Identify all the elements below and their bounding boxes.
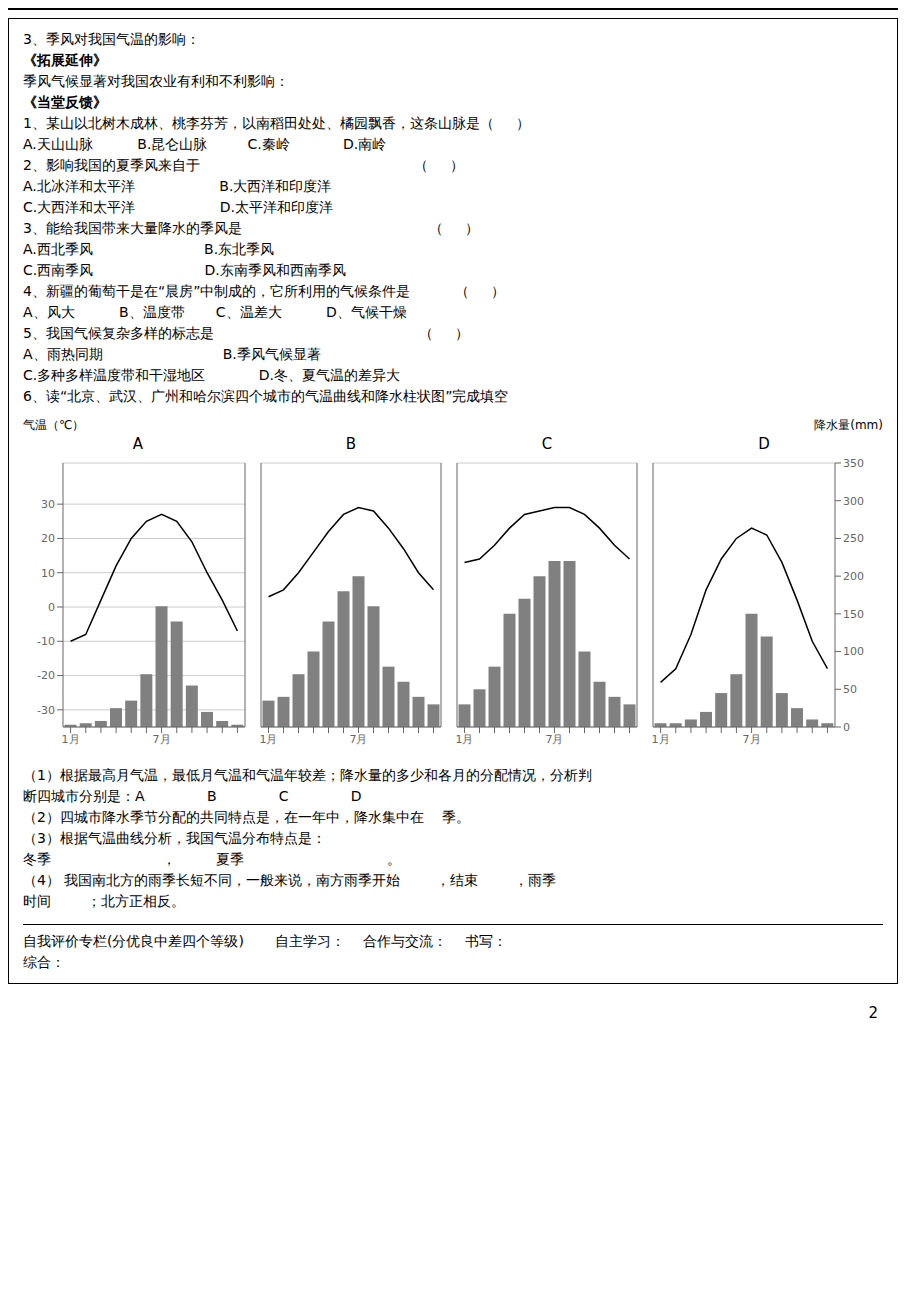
html-text:断四城市分别是：A B C D: 断四城市分别是：A B C D bbox=[23, 788, 411, 804]
svg-text:1月: 1月 bbox=[456, 733, 474, 746]
html-text:3、季风对我国气温的影响：: 3、季风对我国气温的影响： bbox=[23, 31, 200, 47]
svg-text:350: 350 bbox=[843, 457, 864, 470]
svg-text:1月: 1月 bbox=[260, 733, 278, 746]
html-text:（2）四城市降水季节分配的共同特点是，在一年中，降水集中在: （2）四城市降水季节分配的共同特点是，在一年中，降水集中在 季。 bbox=[23, 809, 470, 825]
svg-text:0: 0 bbox=[843, 721, 850, 734]
svg-text:1月: 1月 bbox=[62, 733, 80, 746]
html-text:季风气候显著对我国农业有利和不利影响：: 季风气候显著对我国农业有利和不利影响： bbox=[23, 73, 289, 89]
svg-text:50: 50 bbox=[843, 683, 857, 696]
html-text:时间 ；北方正相反。: 时间 ；北方正相反。 bbox=[23, 893, 185, 909]
html-text:6、读“北京、武汉、广州和哈尔滨四个城市的气温曲线和降水柱状: 6、读“北京、武汉、广州和哈尔滨四个城市的气温曲线和降水柱状图”完成填空 bbox=[23, 388, 509, 404]
svg-text:100: 100 bbox=[843, 645, 864, 658]
html-text:（4） 我国南北方的雨季长短不同，一般来说，南方雨季开始 ，: （4） 我国南北方的雨季长短不同，一般来说，南方雨季开始 ，结束 ，雨季 bbox=[23, 872, 556, 888]
html-text:2、影响我国的夏季风来自于 （ ）: 2、影响我国的夏季风来自于 （ ） bbox=[23, 157, 464, 173]
html-text:C.西南季风 D.东南季风和西南季风: C.西南季风 D.东南季风和西南季风 bbox=[23, 262, 346, 278]
html-text:4、新疆的葡萄干是在“晨房”中制成的，它所利用的气候条件是: 4、新疆的葡萄干是在“晨房”中制成的，它所利用的气候条件是 （ ） bbox=[23, 283, 506, 299]
html-text:《当堂反馈》: 《当堂反馈》 bbox=[23, 94, 107, 110]
html-text:自我评价专栏(分优良中差四个等级) 自主学习： 合作与交流：: 自我评价专栏(分优良中差四个等级) 自主学习： 合作与交流： 书写： bbox=[23, 933, 507, 949]
html-text:冬季 ， 夏季 。: 冬季 ， 夏季 。 bbox=[23, 851, 401, 867]
html-text:（1）根据最高月气温，最低月气温和气温年较差；降水量的多少和: （1）根据最高月气温，最低月气温和气温年较差；降水量的多少和各月的分配情况，分析… bbox=[23, 767, 592, 783]
html-text:A: A bbox=[132, 435, 144, 453]
html-text:C: C bbox=[541, 435, 553, 453]
html-text:2: 2 bbox=[868, 1004, 878, 1022]
svg-text:7月: 7月 bbox=[546, 733, 564, 746]
svg-text:200: 200 bbox=[843, 570, 864, 583]
html-text:A、雨热同期 B.季风气候显著: A、雨热同期 B.季风气候显著 bbox=[23, 346, 321, 362]
svg-text:7月: 7月 bbox=[153, 733, 171, 746]
html-text:A、风大 B、温度带 C、温差大 D、气候干燥: A、风大 B、温度带 C、温差大 D、气候干燥 bbox=[23, 304, 407, 320]
svg-text:1月: 1月 bbox=[652, 733, 670, 746]
html-text:D: D bbox=[758, 435, 770, 453]
html-text:A.北冰洋和太平洋 B.大西洋和印度洋: A.北冰洋和太平洋 B.大西洋和印度洋 bbox=[23, 178, 332, 194]
html-text:3、能给我国带来大量降水的季风是 （ ）: 3、能给我国带来大量降水的季风是 （ ） bbox=[23, 220, 480, 236]
html-text:A.西北季风 B.东北季风: A.西北季风 B.东北季风 bbox=[23, 241, 275, 257]
html-text:C.大西洋和太平洋 D.太平洋和印度洋: C.大西洋和太平洋 D.太平洋和印度洋 bbox=[23, 199, 333, 215]
html-text:C.多种多样温度带和干湿地区 D.冬、夏气温的差异大: C.多种多样温度带和干湿地区 D.冬、夏气温的差异大 bbox=[23, 367, 400, 383]
html-text:《拓展延伸》: 《拓展延伸》 bbox=[23, 52, 107, 68]
svg-text:300: 300 bbox=[843, 495, 864, 508]
svg-text:10: 10 bbox=[41, 567, 55, 580]
html-text:综合：: 综合： bbox=[23, 954, 65, 970]
svg-text:7月: 7月 bbox=[743, 733, 761, 746]
html-text:气温（℃）: 气温（℃） bbox=[23, 418, 85, 432]
svg-text:150: 150 bbox=[843, 608, 864, 621]
html-text:降水量(mm): 降水量(mm) bbox=[814, 418, 883, 432]
svg-text:7月: 7月 bbox=[350, 733, 368, 746]
html-text:5、我国气候复杂多样的标志是 （ ）: 5、我国气候复杂多样的标志是 （ ） bbox=[23, 325, 469, 341]
html-text:A.天山山脉 B.昆仑山脉 C.秦岭 D.南岭: A.天山山脉 B.昆仑山脉 C.秦岭 D.南岭 bbox=[23, 136, 387, 152]
svg-text:20: 20 bbox=[41, 532, 55, 545]
html-text:（3）根据气温曲线分析，我国气温分布特点是：: （3）根据气温曲线分析，我国气温分布特点是： bbox=[23, 830, 326, 846]
svg-text:0: 0 bbox=[48, 601, 55, 614]
html-text:1、某山以北树木成林、桃李芬芳，以南稻田处处、橘园飘香，这条: 1、某山以北树木成林、桃李芬芳，以南稻田处处、橘园飘香，这条山脉是（ ） bbox=[23, 115, 531, 131]
svg-text:-10: -10 bbox=[37, 635, 55, 648]
svg-text:-20: -20 bbox=[37, 669, 55, 682]
svg-text:250: 250 bbox=[843, 532, 864, 545]
svg-text:30: 30 bbox=[41, 498, 55, 511]
svg-text:-30: -30 bbox=[37, 704, 55, 717]
html-text:B: B bbox=[345, 435, 357, 453]
